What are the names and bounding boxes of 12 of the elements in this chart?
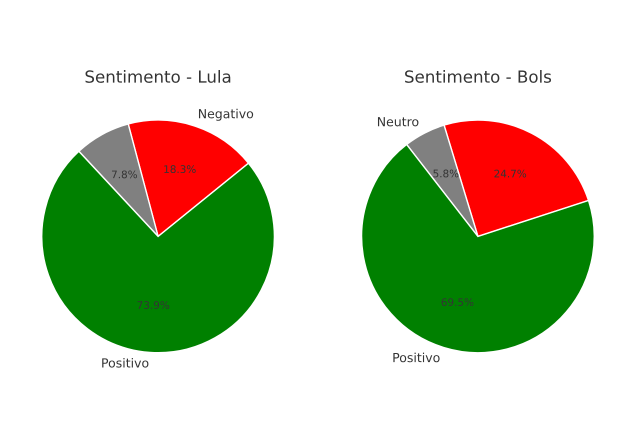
slice-label: Neutro <box>378 117 418 126</box>
slice-label: Negativo <box>198 108 254 121</box>
slice-label: Positivo <box>102 358 148 368</box>
chart-title: Sentimento - Bols <box>405 70 552 83</box>
data-label: 24.7% <box>494 170 526 178</box>
data-label: 69.5% <box>442 298 474 306</box>
data-label: 18.3% <box>164 165 196 174</box>
data-label: 5.8% <box>433 170 458 178</box>
slice-label: Positivo <box>393 352 440 362</box>
data-label: 7.8% <box>112 170 138 178</box>
chart-title: Sentimento - Lula <box>86 70 230 83</box>
data-label: 73.9% <box>138 301 170 310</box>
